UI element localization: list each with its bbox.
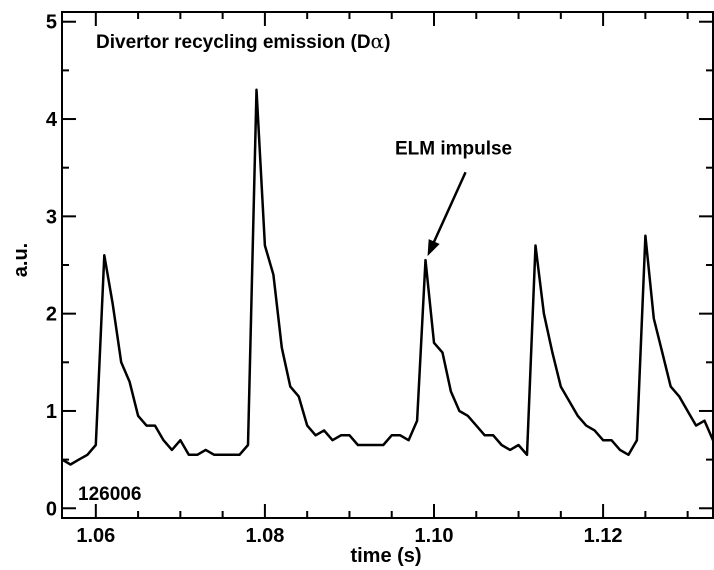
y-tick-label: 2 (46, 304, 57, 326)
annotation-arrow-line (432, 171, 467, 244)
x-tick-label: 1.08 (245, 525, 284, 547)
y-tick-labels: 0 1 2 3 4 5 (46, 12, 58, 521)
x-axis-label: time (s) (350, 545, 421, 567)
y-tick-label: 0 (46, 498, 57, 520)
chart-title: Divertor recycling emission (Dα) (96, 29, 390, 53)
y-tick-label: 3 (46, 206, 57, 228)
annotation-arrow-head (427, 239, 440, 257)
x-tick-labels: 1.06 1.08 1.10 1.12 (76, 525, 622, 547)
elm-annotation: ELM impulse (395, 138, 512, 257)
y-tick-label: 5 (46, 12, 57, 34)
shot-number-label: 126006 (78, 484, 141, 505)
tick-marks (62, 12, 713, 518)
series-layer (61, 88, 714, 466)
y-tick-label: 4 (46, 109, 58, 131)
x-tick-label: 1.10 (415, 525, 454, 547)
annotation-text: ELM impulse (395, 138, 512, 159)
y-tick-label: 1 (46, 401, 57, 423)
y-axis-label: a.u. (10, 243, 32, 277)
x-tick-label: 1.06 (76, 525, 115, 547)
plot-frame (61, 11, 714, 519)
alpha-symbol: α (371, 29, 385, 53)
x-tick-label: 1.12 (584, 525, 623, 547)
series-line (61, 88, 714, 466)
